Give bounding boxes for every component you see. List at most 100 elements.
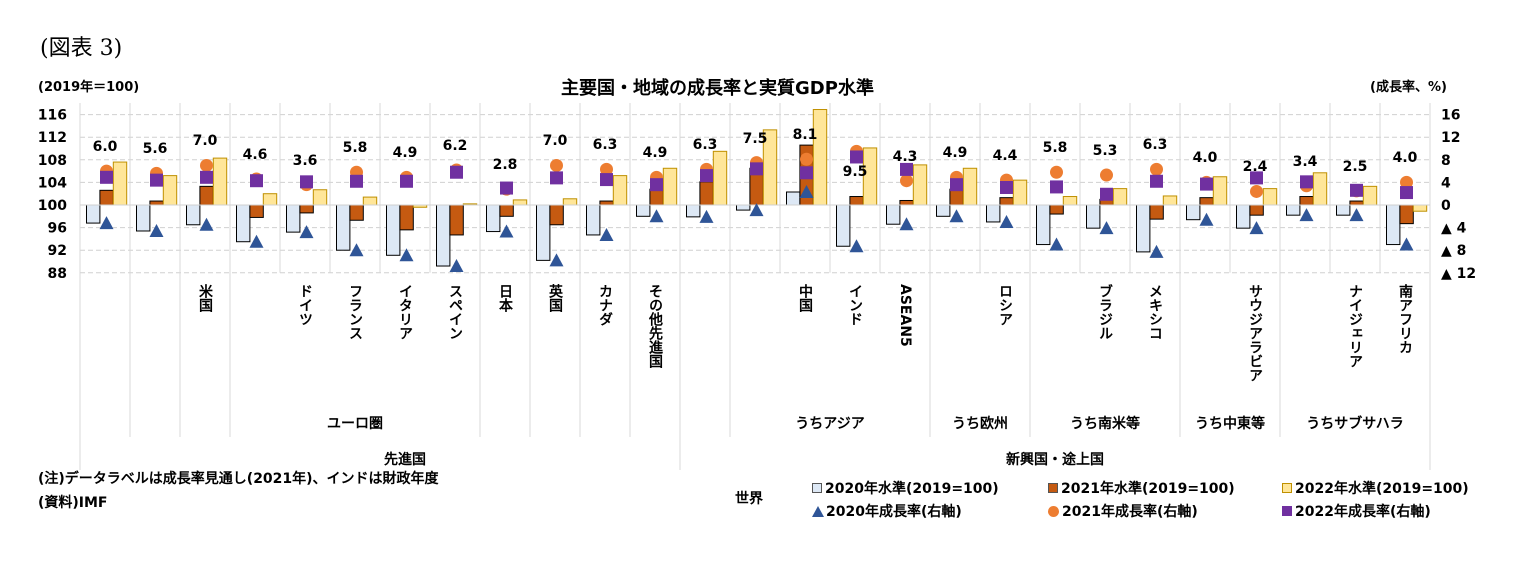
data-label: 6.2 <box>442 137 468 154</box>
growth-2020-triangle <box>1349 208 1364 222</box>
bar-2020-level <box>436 204 451 267</box>
bar-2021-level <box>1349 200 1364 206</box>
growth-2022-square <box>600 173 613 187</box>
bar-2020-level <box>636 204 651 217</box>
right-axis-tick: ▲ 8 <box>1441 243 1466 259</box>
growth-2020-triangle <box>549 253 564 267</box>
growth-2022-square <box>1250 171 1263 185</box>
data-label: 4.0 <box>1192 150 1218 167</box>
bar-2022-level <box>1062 196 1078 206</box>
data-label: 5.3 <box>1092 143 1118 160</box>
group-label: うちサブサハラ <box>1306 416 1404 432</box>
data-label: 6.0 <box>92 139 118 156</box>
growth-2020-triangle <box>349 243 364 257</box>
data-label: 7.0 <box>192 133 218 150</box>
bar-2020-level <box>936 204 951 217</box>
legend-item: 2021年水準(2019=100) <box>1048 478 1235 498</box>
growth-2022-square <box>1100 187 1113 201</box>
right-axis-tick: ▲ 4 <box>1441 221 1467 237</box>
left-axis-tick: 92 <box>48 243 67 259</box>
right-axis-tick: 0 <box>1441 198 1451 214</box>
growth-2020-triangle <box>299 225 314 239</box>
growth-2020-triangle <box>799 185 814 199</box>
left-axis-tick: 104 <box>38 175 67 191</box>
bar-2020-level <box>1186 204 1201 221</box>
legend-bar-icon <box>1282 483 1292 493</box>
growth-2022-square <box>800 166 813 180</box>
category-label: ロシア <box>997 284 1013 326</box>
growth-2021-circle <box>200 158 213 172</box>
bar-2021-level <box>399 204 414 231</box>
legend-label: 2022年成長率(右軸) <box>1295 504 1431 520</box>
legend-label: 2021年成長率(右軸) <box>1062 504 1198 520</box>
data-label: 6.3 <box>692 137 718 154</box>
data-label: 4.0 <box>1392 150 1418 167</box>
bar-2022-level <box>812 109 828 206</box>
legend-item: 2020年成長率(右軸) <box>812 501 962 521</box>
growth-2021-circle <box>1250 184 1263 198</box>
growth-2022-square <box>100 170 113 184</box>
chart-title: 主要国・地域の成長率と実質GDP水準 <box>561 78 874 99</box>
growth-2022-square <box>700 169 713 183</box>
category-label: ASEAN5 <box>897 284 913 347</box>
bar-2021-level <box>599 200 614 206</box>
data-label: 2.8 <box>492 157 518 174</box>
bar-2021-level <box>999 197 1014 206</box>
bar-2021-level <box>499 204 514 217</box>
growth-2022-square <box>900 162 913 176</box>
bar-2022-level <box>1162 195 1178 206</box>
bar-2021-level <box>149 200 164 206</box>
left-axis-tick: 116 <box>38 108 67 124</box>
bar-2022-level <box>162 175 178 206</box>
right-axis-tick: ▲ 12 <box>1441 266 1476 282</box>
data-label: 4.6 <box>242 147 268 163</box>
bar-2021-level <box>899 199 914 206</box>
category-label-world: 世界 <box>735 491 763 507</box>
legend-label: 2022年水準(2019=100) <box>1295 481 1469 497</box>
bar-2022-level <box>1212 176 1228 206</box>
legend-label: 2020年水準(2019=100) <box>825 481 999 497</box>
group-label: うち欧州 <box>952 416 1008 432</box>
growth-2020-triangle <box>1099 221 1114 235</box>
data-label: 3.6 <box>292 152 318 169</box>
growth-2020-triangle <box>649 209 664 223</box>
data-label: 2.5 <box>1342 158 1368 175</box>
right-axis-tick: 8 <box>1441 153 1451 169</box>
growth-2022-square <box>650 178 663 192</box>
bar-2022-level <box>962 167 978 206</box>
growth-2020-triangle <box>149 223 164 237</box>
growth-2020-triangle <box>399 248 414 262</box>
bar-2022-level <box>262 193 278 206</box>
bar-2022-level <box>1262 188 1278 206</box>
bar-2022-level <box>662 167 678 206</box>
legend-triangle-icon <box>812 505 824 517</box>
data-label: 4.9 <box>942 145 968 162</box>
bar-2021-level <box>449 204 464 236</box>
bar-2020-level <box>1036 204 1051 246</box>
growth-2022-square <box>250 174 263 188</box>
bar-2020-level <box>236 204 251 243</box>
growth-2020-triangle <box>249 234 264 248</box>
bar-2022-level <box>1312 172 1328 206</box>
left-axis-tick: 112 <box>38 130 67 146</box>
growth-2020-triangle <box>599 227 614 241</box>
chart-note: (注)データラベルは成長率見通し(2021年)、インドは財政年度 <box>38 471 439 487</box>
bar-2020-level <box>1086 204 1101 229</box>
data-label: 9.5 <box>842 164 868 181</box>
growth-2022-square <box>750 162 763 176</box>
category-label: カナダ <box>597 284 613 326</box>
category-label: フランス <box>347 284 363 340</box>
data-label: 4.3 <box>892 148 918 165</box>
growth-2020-triangle <box>999 214 1014 228</box>
bar-2020-level <box>1286 204 1301 216</box>
bar-2021-level <box>949 188 964 206</box>
bar-2021-level <box>349 204 364 221</box>
data-label: 6.3 <box>1142 137 1168 154</box>
data-label: 8.1 <box>792 127 818 144</box>
category-label: 米国 <box>197 284 213 312</box>
data-label: 5.8 <box>342 140 368 157</box>
data-label: 7.0 <box>542 133 568 150</box>
growth-2020-triangle <box>1049 237 1064 251</box>
left-axis-unit: (2019年＝100) <box>38 80 140 95</box>
bar-2020-level <box>986 204 1001 223</box>
